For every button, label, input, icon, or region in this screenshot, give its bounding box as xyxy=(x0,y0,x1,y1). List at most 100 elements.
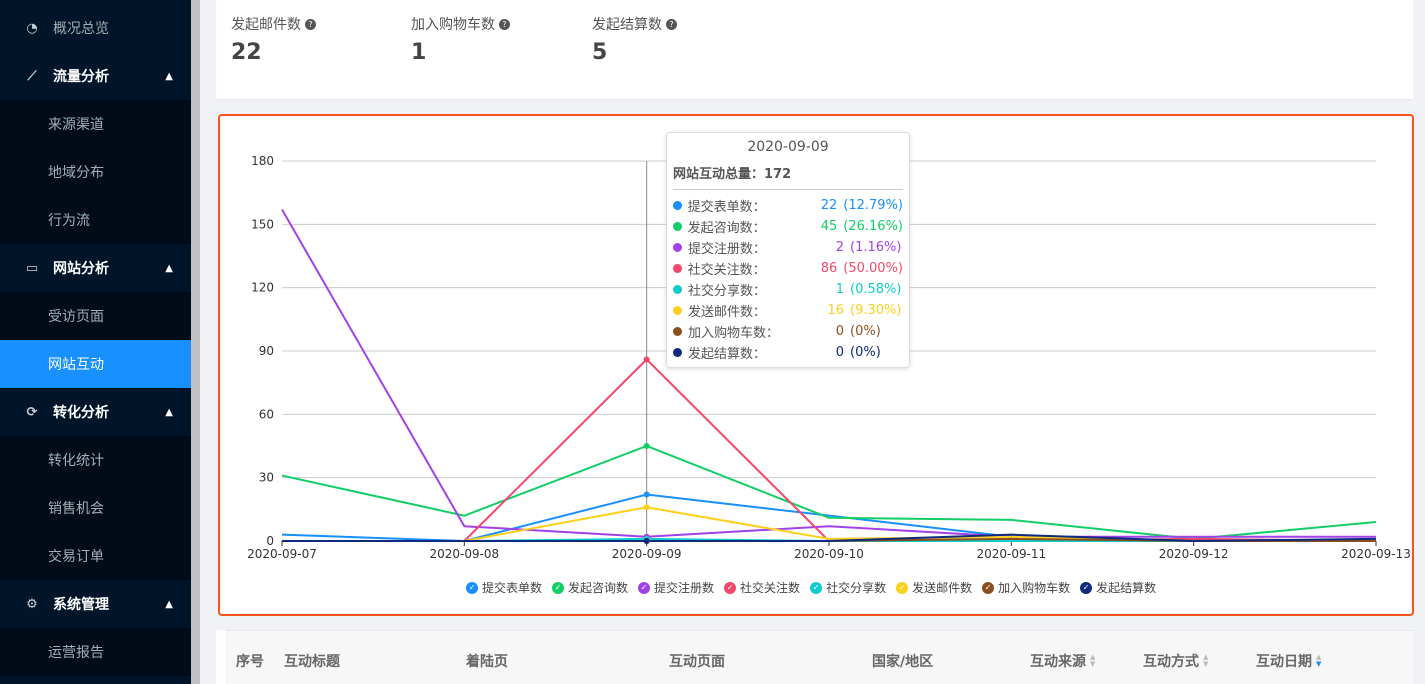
legend-label: 提交表单数 xyxy=(482,581,543,595)
column-header[interactable]: 互动日期 ▲ ▼ xyxy=(1256,651,1321,671)
sidebar-item[interactable]: 销售机会 xyxy=(0,484,191,532)
y-tick-label: 30 xyxy=(259,471,274,485)
sidebar-item[interactable]: ⟳ 转化分析 ▲ xyxy=(0,388,191,436)
legend-label: 发起结算数 xyxy=(1096,581,1157,595)
x-tick-label: 2020-09-12 xyxy=(1159,547,1229,561)
sort-icon[interactable]: ▲ ▼ xyxy=(1090,653,1096,668)
legend-label: 发起咨询数 xyxy=(568,581,629,595)
tooltip-series-name: 社交关注数： xyxy=(687,263,766,278)
sidebar-item-label: 转化分析 xyxy=(53,405,109,421)
sidebar-item-label: 转化统计 xyxy=(48,453,104,469)
check-circle-icon: ✓ xyxy=(982,581,995,594)
sort-icon[interactable]: ▲ ▼ xyxy=(1203,653,1209,668)
chevron-up-icon: ▲ xyxy=(165,598,173,610)
legend-item[interactable]: ✓ 加入购物车数 xyxy=(982,579,1070,596)
legend-item[interactable]: ✓ 发送邮件数 xyxy=(896,579,972,596)
x-tick-label: 2020-09-10 xyxy=(794,547,864,561)
tooltip-row: 社交分享数： 1 (0.58%) xyxy=(673,279,903,300)
legend-item[interactable]: ✓ 社交分享数 xyxy=(810,579,886,596)
column-header[interactable]: 互动来源 ▲ ▼ xyxy=(1030,651,1095,671)
sidebar-item-label: 行为流 xyxy=(48,213,90,229)
sidebar-item[interactable]: ▭ 网站分析 ▲ xyxy=(0,244,191,292)
tooltip-value: 16 xyxy=(827,303,844,318)
stat-cart: 加入购物车数? 1 xyxy=(411,14,510,65)
tooltip-value: 86 xyxy=(820,261,838,276)
x-tick-label: 2020-09-09 xyxy=(612,547,682,561)
sort-icon[interactable]: ▲ ▼ xyxy=(1316,653,1322,668)
chart-tooltip: 2020-09-09 网站互动总量：172 提交表单数： 22 (12.79%) 发起… xyxy=(666,132,910,368)
series-dot-icon xyxy=(673,243,682,252)
legend-item[interactable]: ✓ 发起咨询数 xyxy=(552,579,628,596)
stat-label: 加入购物车数 xyxy=(411,17,495,33)
stat-checkout: 发起结算数? 5 xyxy=(592,14,677,65)
tooltip-series-name: 社交分享数： xyxy=(688,284,767,299)
sidebar-item[interactable]: 行为流 xyxy=(0,196,191,244)
column-header-label: 序号 xyxy=(236,654,264,670)
legend-label: 社交关注数 xyxy=(740,581,801,595)
legend-item[interactable]: ✓ 提交表单数 xyxy=(466,579,542,596)
sidebar: ◔ 概况总览 ⟋ 流量分析 ▲ 来源渠道 地域分布 行为流 ▭ 网站分析 ▲ 受访页面 网站互动 ⟳ 转化分… xyxy=(0,0,191,684)
sidebar-item-label: 网站互动 xyxy=(48,357,104,373)
legend-item[interactable]: ✓ 社交关注数 xyxy=(724,579,800,596)
data-point xyxy=(643,504,650,511)
gear-icon: ⚙ xyxy=(26,596,38,612)
tooltip-total: 网站互动总量：172 xyxy=(673,163,903,190)
help-icon[interactable]: ? xyxy=(666,18,677,30)
tooltip-series-name: 发送邮件数： xyxy=(688,305,767,320)
line-chart-icon: ⟋ xyxy=(27,68,37,84)
sidebar-item-label: 系统管理 xyxy=(53,597,109,613)
tooltip-value: 1 xyxy=(835,282,844,297)
sidebar-item[interactable]: ◔ 概况总览 xyxy=(0,4,191,52)
y-tick-label: 120 xyxy=(251,281,274,295)
tooltip-series-name: 提交注册数： xyxy=(688,242,767,257)
y-tick-label: 0 xyxy=(266,534,274,548)
check-circle-icon: ✓ xyxy=(466,581,478,594)
sidebar-item[interactable]: 交易订单 xyxy=(0,532,191,580)
sidebar-item[interactable]: 转化统计 xyxy=(0,436,191,484)
check-circle-icon: ✓ xyxy=(724,581,737,594)
laptop-icon: ▭ xyxy=(25,260,39,276)
legend-item[interactable]: ✓ 提交注册数 xyxy=(638,579,714,596)
sidebar-item[interactable]: ⚙ 系统管理 ▲ xyxy=(0,580,191,628)
series-line xyxy=(282,358,1377,542)
data-point xyxy=(643,491,650,498)
sidebar-item[interactable]: 受访页面 xyxy=(0,292,191,340)
sidebar-item[interactable]: 运营报告 xyxy=(0,628,191,676)
legend-label: 提交注册数 xyxy=(654,581,715,595)
series-dot-icon xyxy=(673,327,682,336)
stat-value: 22 xyxy=(231,40,262,65)
column-header-label: 互动标题 xyxy=(284,654,340,670)
tooltip-value: 2 xyxy=(835,240,844,255)
data-point xyxy=(643,443,650,449)
sidebar-item[interactable]: 网站互动 xyxy=(0,340,191,388)
tooltip-row: 提交注册数： 2 (1.16%) xyxy=(673,237,903,258)
sidebar-scrollbar[interactable] xyxy=(191,0,200,684)
table: 序号 互动标题 着陆页 互动页面 国家/地区 互动来源 ▲ ▼ 互动方式 ▲ ▼ 互动日期 ▲ ▼ xyxy=(216,630,1413,684)
sidebar-item[interactable]: ⟋ 流量分析 ▲ xyxy=(0,52,191,100)
sidebar-item-label: 网站分析 xyxy=(53,261,109,277)
series-dot-icon xyxy=(673,222,682,231)
sidebar-item[interactable]: 地域分布 xyxy=(0,148,191,196)
sidebar-item-label: 地域分布 xyxy=(48,165,104,181)
sidebar-item-label: 流量分析 xyxy=(53,69,109,85)
sidebar-item-label: 交易订单 xyxy=(48,549,104,565)
y-tick-label: 90 xyxy=(259,344,274,358)
legend-label: 发送邮件数 xyxy=(912,581,973,595)
column-header-label: 互动来源 xyxy=(1030,654,1086,670)
tooltip-percent: (1.16%) xyxy=(850,240,902,255)
check-circle-icon: ✓ xyxy=(1080,581,1093,594)
column-header[interactable]: 互动方式 ▲ ▼ xyxy=(1143,651,1208,671)
column-header: 序号 xyxy=(236,651,264,671)
tooltip-value: 0 xyxy=(835,345,844,360)
tooltip-series-name: 加入购物车数： xyxy=(688,326,780,341)
tooltip-percent: (0%) xyxy=(850,324,881,339)
x-tick-label: 2020-09-07 xyxy=(247,547,317,561)
column-header: 互动标题 xyxy=(284,651,340,671)
sidebar-item[interactable]: 来源渠道 xyxy=(0,100,191,148)
help-icon[interactable]: ? xyxy=(305,18,316,30)
help-icon[interactable]: ? xyxy=(499,18,510,30)
legend-label: 加入购物车数 xyxy=(998,581,1071,595)
legend-item[interactable]: ✓ 发起结算数 xyxy=(1080,579,1156,596)
series-line xyxy=(281,209,1376,538)
